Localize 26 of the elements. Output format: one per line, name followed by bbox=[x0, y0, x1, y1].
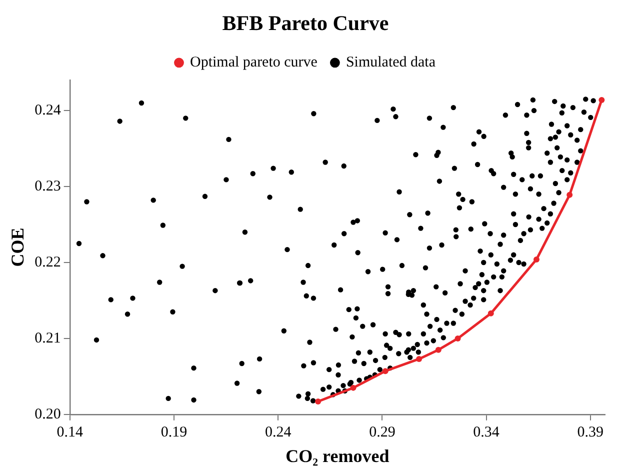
x-tick-label: 0.14 bbox=[56, 424, 84, 440]
point bbox=[350, 384, 356, 391]
y-tick-label: 0.20 bbox=[34, 406, 61, 422]
x-tick-label: 0.39 bbox=[577, 424, 604, 440]
y-tick-label: 0.24 bbox=[34, 102, 62, 119]
y-axis-title: COE bbox=[7, 228, 28, 267]
point bbox=[488, 310, 494, 316]
y-tick-label: 0.21 bbox=[34, 330, 61, 346]
y-tick-label: 0.23 bbox=[34, 178, 61, 194]
x-tick-label: 0.24 bbox=[264, 424, 292, 440]
point bbox=[435, 346, 442, 353]
legend-label: Simulated data bbox=[346, 54, 436, 71]
point bbox=[382, 368, 388, 374]
point bbox=[454, 335, 461, 342]
point bbox=[598, 96, 605, 103]
legend-label: Optimal pareto curve bbox=[190, 54, 318, 71]
point bbox=[416, 356, 422, 362]
x-tick-label: 0.29 bbox=[369, 424, 396, 440]
chart-title: BFB Pareto Curve bbox=[222, 11, 389, 36]
point bbox=[315, 398, 322, 404]
x-tick-label: 0.19 bbox=[160, 424, 188, 440]
point bbox=[533, 256, 540, 262]
x-tick-label: 0.34 bbox=[473, 424, 500, 440]
y-tick-label: 0.22 bbox=[34, 254, 61, 270]
x-axis-title: CO₂ removed bbox=[286, 446, 390, 466]
point bbox=[566, 192, 573, 198]
